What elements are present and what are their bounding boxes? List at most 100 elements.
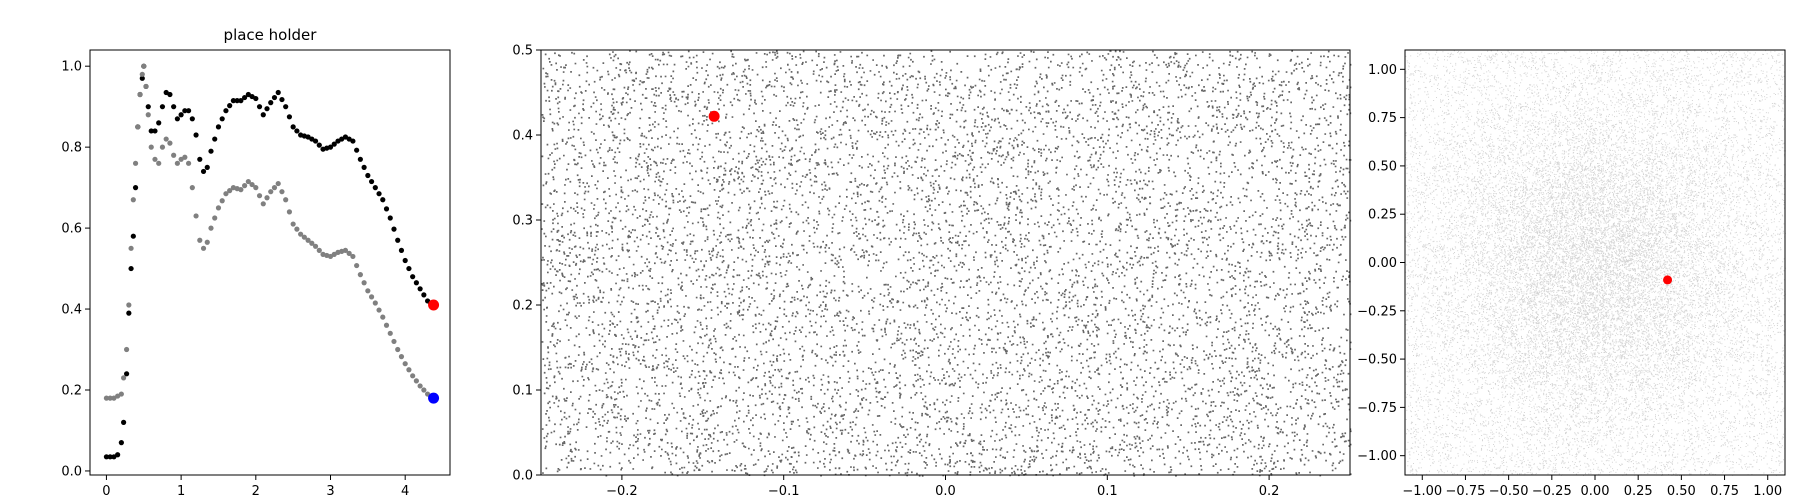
profile-point xyxy=(268,100,274,106)
profile-point xyxy=(238,98,244,104)
x-tick-label: 0.0 xyxy=(935,484,956,499)
dense-scatter-axes: −1.00 −0.75 −0.50 −0.25 0.00 0.25 0.50 0.75 1.00… xyxy=(1357,63,1782,499)
profile-point xyxy=(406,265,412,272)
y-tick-label: 0.00 xyxy=(1368,256,1397,271)
profile-point xyxy=(283,197,289,203)
plot-frame xyxy=(89,49,451,476)
profile-point xyxy=(124,346,130,353)
profile-point xyxy=(256,104,263,110)
profile-point xyxy=(279,96,285,103)
profile-point xyxy=(271,185,278,191)
x-tick-label: 0.00 xyxy=(1581,484,1610,499)
profile-point xyxy=(215,205,222,211)
profile-point xyxy=(421,292,427,298)
profile-point xyxy=(264,195,270,201)
profile-point xyxy=(357,156,363,162)
x-tick-label: 0 xyxy=(102,484,110,499)
profile-point xyxy=(219,198,225,204)
profile-point xyxy=(283,104,289,110)
profile-point xyxy=(260,112,266,118)
profile-point xyxy=(301,234,307,240)
profile-point xyxy=(316,142,322,148)
profile-point xyxy=(212,215,218,221)
y-tick-label: 1.0 xyxy=(61,60,82,75)
profile-point xyxy=(350,253,356,260)
profile-point xyxy=(242,183,248,189)
profile-point xyxy=(137,91,143,98)
profile-points xyxy=(103,63,440,460)
profile-point xyxy=(156,120,162,126)
profile-point xyxy=(290,124,296,130)
profile-point xyxy=(242,94,248,101)
red-marker xyxy=(1663,275,1673,285)
profile-point xyxy=(275,89,281,96)
profile-point xyxy=(227,188,233,194)
profile-point xyxy=(124,371,130,377)
profile-point xyxy=(342,247,349,253)
y-tick-label: 0.1 xyxy=(512,384,533,399)
red-marker xyxy=(708,110,720,122)
x-tick-label: 4 xyxy=(401,484,409,499)
profile-point xyxy=(135,124,141,130)
profile-point xyxy=(271,94,278,101)
profile-point xyxy=(417,383,423,389)
profile-point xyxy=(208,148,214,154)
profile-point xyxy=(143,83,149,90)
plot-frame xyxy=(1404,49,1786,476)
profile-point xyxy=(171,104,177,110)
profile-point xyxy=(156,160,162,166)
y-tick-label: −1.00 xyxy=(1357,449,1397,464)
red-marker xyxy=(428,299,440,311)
profile-point xyxy=(128,245,134,251)
y-tick-label: 0.2 xyxy=(512,299,533,314)
profile-point xyxy=(215,124,222,130)
profile-point xyxy=(268,189,274,195)
profile-point xyxy=(354,147,360,153)
profile-point xyxy=(286,114,293,120)
x-tick-label: −0.1 xyxy=(768,484,800,499)
profile-point xyxy=(361,164,367,170)
x-tick-label: −0.75 xyxy=(1446,484,1486,499)
y-tick-label: 0.4 xyxy=(61,303,82,318)
profile-point xyxy=(383,322,390,328)
uniform-scatter-axes: −0.2 −0.1 0.0 0.1 0.2 0.0 0.1 0.2 0.3 0.4 0.5 xyxy=(512,44,1279,500)
profile-point xyxy=(208,225,214,231)
x-tick-label: −0.50 xyxy=(1489,484,1529,499)
x-tick-label: 0.1 xyxy=(1097,484,1118,499)
profile-point xyxy=(200,168,207,175)
profile-point xyxy=(163,136,169,142)
profile-point xyxy=(312,243,319,249)
profile-point xyxy=(139,75,145,81)
profile-point xyxy=(115,452,121,458)
profile-axes: 0 1 2 3 4 0.0 0.2 0.4 0.6 0.8 1.0 xyxy=(61,60,409,499)
profile-point xyxy=(406,367,412,373)
blue-marker xyxy=(428,392,440,404)
y-tick-label: 0.0 xyxy=(61,464,82,479)
profile-point xyxy=(395,237,401,243)
x-tick-label: 1.00 xyxy=(1753,484,1782,499)
profile-point xyxy=(395,346,401,353)
profile-point xyxy=(171,152,177,158)
profile-point xyxy=(204,164,210,170)
profile-point xyxy=(118,391,124,397)
profile-point xyxy=(167,91,173,98)
y-tick-label: 0.8 xyxy=(61,141,82,156)
profile-point xyxy=(331,141,337,147)
y-tick-label: 0.6 xyxy=(61,222,82,237)
profile-point xyxy=(357,272,363,278)
profile-point xyxy=(346,250,352,256)
profile-point xyxy=(402,361,408,367)
profile-point xyxy=(245,178,251,185)
profile-point xyxy=(182,108,188,114)
y-tick-label: −0.25 xyxy=(1357,304,1397,319)
line-profile-panel: place holder 0 1 2 3 4 0.0 0.2 0.4 0.6 0.8 1.0 xyxy=(61,26,451,499)
y-tick-label: 0.50 xyxy=(1368,159,1397,174)
profile-point xyxy=(298,231,304,237)
profile-point xyxy=(227,103,233,109)
profile-point xyxy=(368,294,375,300)
profile-point xyxy=(145,112,151,118)
profile-point xyxy=(361,280,367,286)
profile-point xyxy=(107,395,113,401)
profile-point xyxy=(197,156,203,162)
y-tick-label: 1.00 xyxy=(1368,63,1397,78)
